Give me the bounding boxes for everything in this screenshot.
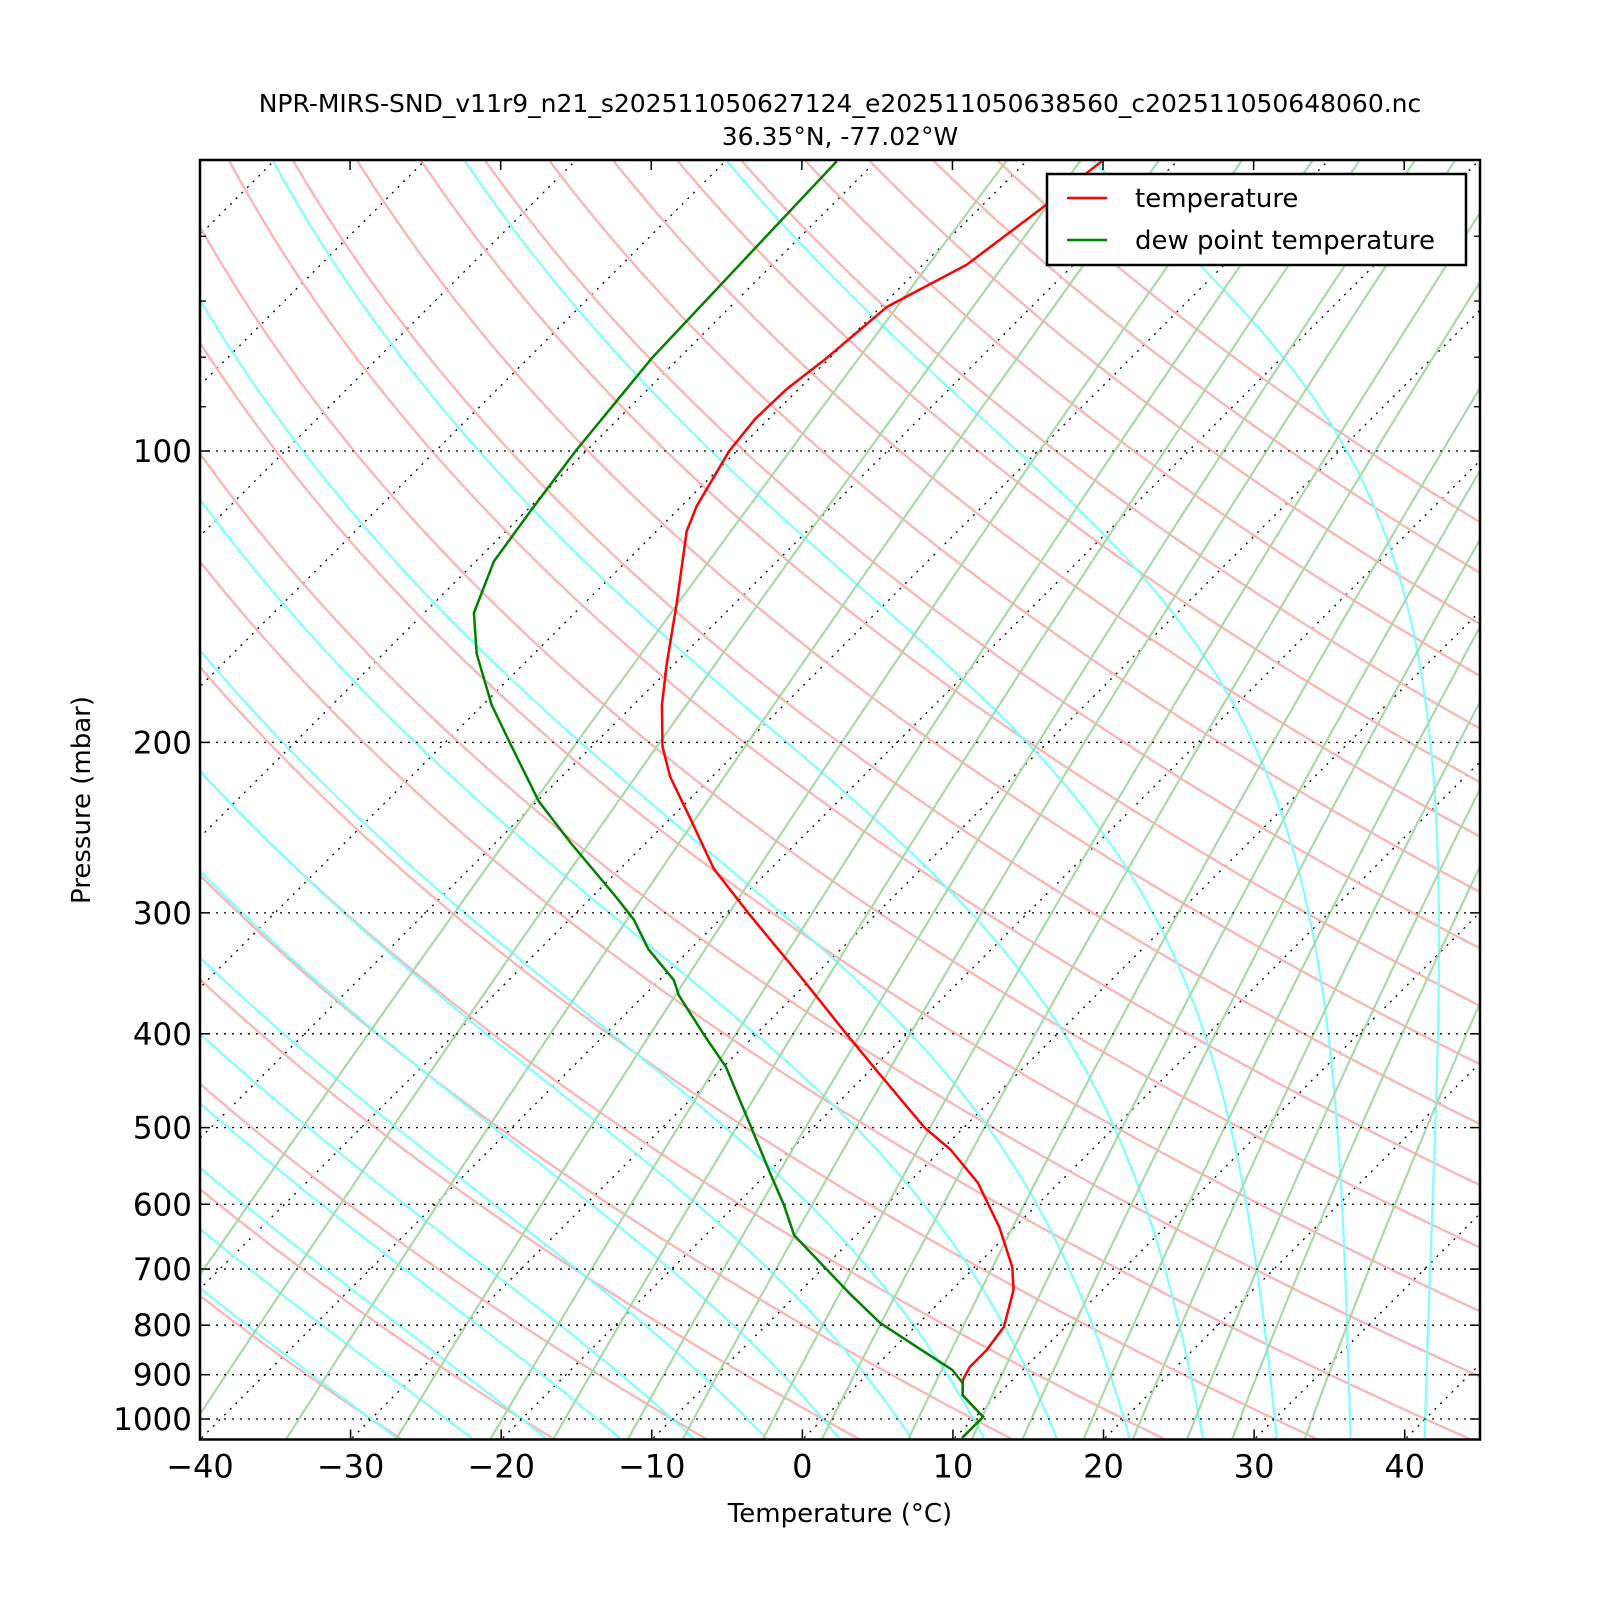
isotherm-line (1100, 115, 1600, 1443)
chart-subtitle: 36.35°N, -77.02°W (722, 122, 958, 151)
x-tick-label: 30 (1234, 1448, 1275, 1486)
mixing-ratio-line (626, 119, 1443, 1443)
isotherm-line (347, 115, 1600, 1443)
moist-adiabat-line (441, 125, 1277, 1444)
mixing-ratio-line (1185, 119, 1600, 1443)
dry-adiabat-line (893, 119, 1600, 1443)
moist-adiabat-line (0, 125, 771, 1444)
isotherm-line (0, 115, 320, 1443)
dry-adiabat-line (21, 119, 1600, 1443)
isotherm-line (0, 115, 771, 1443)
mixing-ratio-line (1231, 119, 1600, 1443)
dry-adiabat-line (0, 119, 408, 1443)
isotherm-line (0, 115, 922, 1443)
x-tick-label: 0 (792, 1448, 812, 1486)
y-tick-label: 700 (133, 1252, 192, 1288)
isotherm-line (45, 115, 1373, 1443)
chart-title: NPR-MIRS-SND_v11r9_n21_s202511050627124_… (259, 89, 1422, 118)
y-tick-label: 100 (133, 434, 192, 470)
x-tick-label: −30 (317, 1448, 385, 1486)
x-tick-label: 10 (933, 1448, 974, 1486)
moist-adiabat-line (0, 125, 404, 1444)
y-tick-label: 200 (133, 725, 192, 761)
x-tick-label: −20 (467, 1448, 535, 1486)
moist-adiabat-line (1574, 125, 1600, 1444)
dry-adiabat-line (208, 119, 1600, 1443)
mixing-ratio-line (820, 119, 1584, 1443)
y-tick-label: 900 (133, 1358, 192, 1394)
y-tick-label: 300 (133, 896, 192, 932)
y-tick-label: 400 (133, 1017, 192, 1053)
x-tick-label: 20 (1083, 1448, 1124, 1486)
isotherm-line (0, 115, 1223, 1443)
series-line-temperature (662, 161, 1102, 1438)
y-tick-label: 600 (133, 1187, 192, 1223)
x-axis-label: Temperature (°C) (727, 1499, 952, 1529)
background-lines (0, 115, 1600, 1443)
x-tick-label: −10 (618, 1448, 686, 1486)
legend: temperature dew point temperature (1047, 174, 1466, 265)
moist-adiabat-line (0, 125, 843, 1444)
y-tick-label: 1000 (113, 1402, 192, 1438)
y-axis-label: Pressure (mbar) (67, 696, 97, 904)
dry-adiabat-line (955, 119, 1600, 1443)
dry-adiabat-line (83, 119, 1600, 1443)
mixing-ratio-line (84, 119, 1038, 1443)
moist-adiabat-line (0, 125, 699, 1444)
dry-adiabat-line (581, 119, 1600, 1443)
mixing-ratio-line (680, 119, 1482, 1443)
x-tick-label: 40 (1384, 1448, 1425, 1486)
moist-adiabat-line (112, 125, 1131, 1444)
isotherm-line (949, 115, 1600, 1443)
moist-adiabat-line (0, 125, 987, 1444)
y-tick-label: 800 (133, 1308, 192, 1344)
legend-label-dewpoint: dew point temperature (1135, 226, 1435, 256)
mixing-ratio-line (1131, 119, 1600, 1443)
legend-label-temperature: temperature (1135, 184, 1298, 214)
mixing-ratio-line (488, 119, 1341, 1443)
dry-adiabat-line (457, 119, 1600, 1443)
mixing-ratio-line (761, 119, 1541, 1443)
x-tick-label: −40 (166, 1448, 234, 1486)
series-line-dew-point-temperature (474, 161, 983, 1438)
moist-adiabat-line (254, 125, 1204, 1444)
dry-adiabat-line (0, 119, 1021, 1443)
moist-adiabat-line (1499, 125, 1583, 1444)
dry-adiabat-line (706, 119, 1600, 1443)
y-tick-label: 500 (133, 1111, 192, 1147)
moist-adiabat-line (1057, 125, 1439, 1444)
isotherm-line (1250, 115, 1600, 1443)
